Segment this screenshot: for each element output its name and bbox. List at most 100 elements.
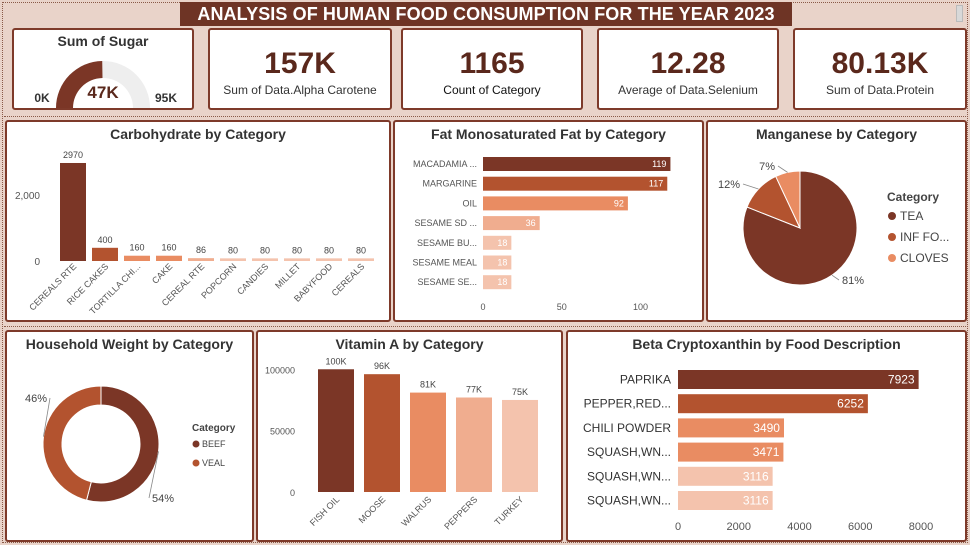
data-label: 160 bbox=[129, 243, 144, 253]
fat-chart: MACADAMIA ... 119 MARGARINE 117 OIL 92 SESAME … bbox=[412, 157, 671, 312]
kpi-card-category-count: 1165 Count of Category bbox=[401, 28, 583, 110]
data-label: 80 bbox=[356, 245, 366, 255]
bar bbox=[483, 176, 668, 191]
manganese-chart-panel: Manganese by Category 81% 12% 7% Category TE… bbox=[706, 120, 967, 322]
data-label: 3471 bbox=[753, 445, 780, 459]
bar bbox=[483, 196, 628, 211]
x-tick-label: CANDIES bbox=[235, 261, 270, 296]
x-tick-label: CEREALS bbox=[330, 261, 367, 298]
data-label: 46% bbox=[25, 393, 47, 405]
scrollbar-thumb[interactable] bbox=[956, 5, 963, 22]
y-tick-label: CHILI POWDER bbox=[583, 421, 671, 435]
legend-marker bbox=[888, 254, 896, 262]
bar bbox=[316, 258, 342, 261]
legend-label: VEAL bbox=[202, 458, 225, 468]
chart-title: Household Weight by Category bbox=[25, 336, 234, 352]
data-label: 3490 bbox=[753, 421, 780, 435]
data-label: 100K bbox=[325, 356, 346, 366]
bar bbox=[678, 466, 773, 486]
x-tick-label: FISH OIL bbox=[308, 494, 342, 528]
y-tick-label: OIL bbox=[462, 198, 477, 208]
y-tick-label: SESAME SE... bbox=[417, 277, 477, 287]
vitamin-a-chart-panel: Vitamin A by Category 0 50000 100000 100K FI… bbox=[256, 330, 563, 542]
data-label: 36 bbox=[526, 218, 536, 228]
kpi-card-alpha-carotene: 157K Sum of Data.Alpha Carotene bbox=[208, 28, 392, 110]
manganese-chart: 81% 12% 7% Category TEA INF FO... CLOVES bbox=[718, 161, 949, 287]
donut-slice bbox=[42, 385, 102, 501]
data-label: 3116 bbox=[743, 469, 769, 483]
data-label: 119 bbox=[652, 159, 666, 169]
fat-chart-panel: Fat Monosaturated Fat by Category MACADA… bbox=[393, 120, 704, 322]
legend-marker bbox=[888, 233, 896, 241]
bar bbox=[678, 491, 773, 510]
bar bbox=[483, 255, 512, 270]
bar bbox=[220, 258, 246, 261]
gauge-card: Sum of Sugar 47K 0K 95K bbox=[12, 28, 194, 110]
data-label: 80 bbox=[228, 245, 238, 255]
y-tick-label: MACADAMIA ... bbox=[413, 159, 477, 169]
vitamin-a-chart: 0 50000 100000 100K FISH OIL 96K MOOSE 81K WALRU… bbox=[265, 356, 538, 531]
x-tick-label: MOOSE bbox=[357, 494, 388, 525]
legend-title: Category bbox=[887, 190, 939, 204]
data-label: 96K bbox=[374, 361, 390, 371]
bar bbox=[678, 370, 919, 389]
kpi-value: 157K bbox=[264, 47, 336, 80]
x-tick-label: 0 bbox=[480, 302, 485, 312]
legend-label: BEEF bbox=[202, 439, 226, 449]
kpi-value: 12.28 bbox=[650, 47, 726, 80]
legend-label: CLOVES bbox=[900, 251, 949, 265]
chart-title: Vitamin A by Category bbox=[335, 336, 484, 352]
data-label: 12% bbox=[718, 179, 740, 191]
donut-slice bbox=[85, 385, 160, 503]
data-label: 81K bbox=[420, 380, 436, 390]
y-tick-label: SQUASH,WN... bbox=[587, 494, 671, 508]
data-label: 160 bbox=[161, 243, 176, 253]
bar bbox=[678, 418, 784, 438]
chart-title: Carbohydrate by Category bbox=[110, 126, 286, 142]
separator bbox=[4, 326, 966, 327]
y-tick-label: PAPRIKA bbox=[620, 373, 671, 387]
x-tick-label: WALRUS bbox=[399, 494, 433, 528]
bar bbox=[124, 255, 150, 261]
data-label: 7923 bbox=[888, 373, 915, 387]
legend-title: Category bbox=[192, 423, 236, 434]
kpi-card-selenium: 12.28 Average of Data.Selenium bbox=[597, 28, 779, 110]
data-label: 80 bbox=[260, 245, 270, 255]
y-tick-label: 0 bbox=[34, 257, 40, 268]
leader-line bbox=[43, 397, 51, 437]
bar bbox=[92, 247, 118, 261]
bar bbox=[284, 258, 310, 261]
x-tick-label: CAKE bbox=[150, 261, 174, 285]
bar bbox=[348, 258, 374, 261]
y-tick-label: MARGARINE bbox=[422, 179, 477, 189]
gauge-min-label: 0K bbox=[34, 91, 50, 105]
y-tick-label: 50000 bbox=[270, 427, 295, 437]
y-tick-label: 2,000 bbox=[15, 191, 40, 202]
bar bbox=[252, 258, 278, 261]
beta-cryptoxanthin-chart-panel: Beta Cryptoxanthin by Food Description P… bbox=[566, 330, 967, 542]
data-label: 92 bbox=[614, 198, 624, 208]
household-weight-chart-panel: Household Weight by Category 54% 46% Categ… bbox=[5, 330, 254, 542]
data-label: 54% bbox=[152, 493, 174, 505]
data-label: 77K bbox=[466, 385, 482, 395]
x-tick-label: 4000 bbox=[787, 521, 811, 533]
kpi-value: 80.13K bbox=[831, 47, 929, 80]
bar bbox=[483, 157, 671, 171]
bar bbox=[60, 162, 86, 261]
bar bbox=[678, 442, 784, 462]
dashboard-title: ANALYSIS OF HUMAN FOOD CONSUMPTION FOR T… bbox=[180, 2, 792, 26]
y-tick-label: SESAME MEAL bbox=[412, 258, 477, 268]
data-label: 117 bbox=[649, 179, 663, 189]
bar bbox=[364, 374, 400, 492]
data-label: 81% bbox=[842, 275, 864, 287]
data-label: 400 bbox=[97, 235, 112, 245]
y-tick-label: SQUASH,WN... bbox=[587, 469, 671, 483]
gauge-fill bbox=[56, 61, 103, 108]
leader-line bbox=[831, 274, 840, 281]
pie-slice bbox=[775, 170, 801, 229]
legend-marker bbox=[192, 440, 200, 448]
bar bbox=[318, 369, 354, 492]
bar bbox=[678, 394, 868, 414]
chart-title: Manganese by Category bbox=[755, 126, 918, 142]
